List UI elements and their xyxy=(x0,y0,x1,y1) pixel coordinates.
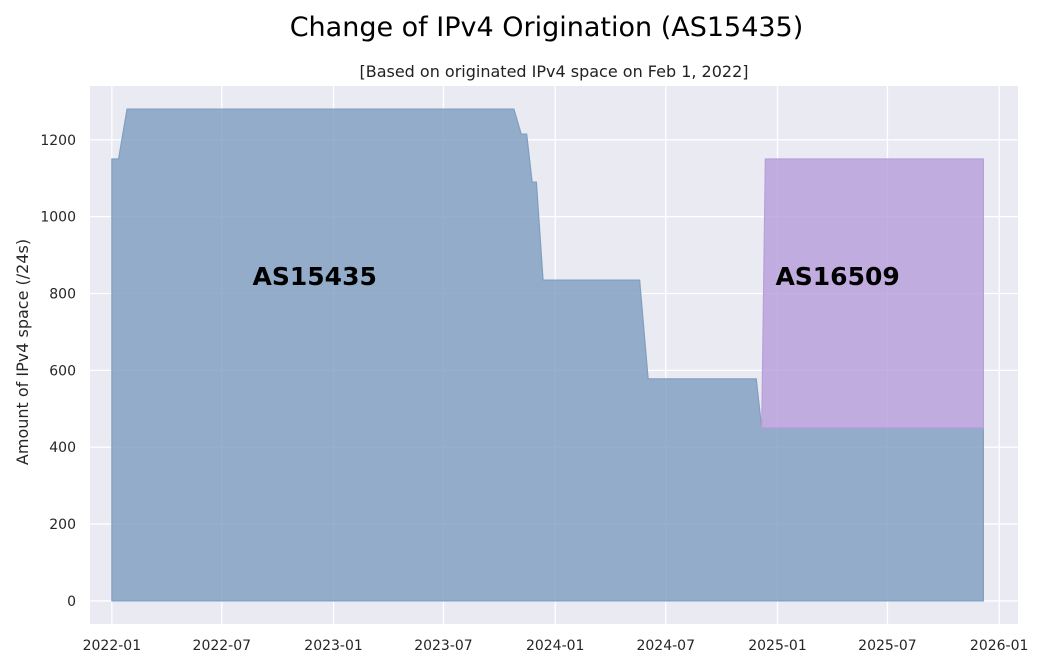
annotation-label: AS15435 xyxy=(253,262,377,291)
x-tick-label: 2023-01 xyxy=(304,638,363,654)
x-tick-label: 2026-01 xyxy=(970,638,1029,654)
chart-subtitle: [Based on originated IPv4 space on Feb 1… xyxy=(359,62,749,81)
y-tick-label: 200 xyxy=(49,517,76,533)
y-tick-label: 0 xyxy=(67,594,76,610)
chart-title: Change of IPv4 Origination (AS15435) xyxy=(289,12,804,43)
x-tick-label: 2025-07 xyxy=(858,638,917,654)
x-tick-label: 2025-01 xyxy=(748,638,807,654)
annotation-label: AS16509 xyxy=(775,262,899,291)
x-tick-label: 2023-07 xyxy=(414,638,473,654)
y-tick-label: 400 xyxy=(49,440,76,456)
y-tick-label: 600 xyxy=(49,363,76,379)
x-tick-label: 2024-07 xyxy=(636,638,695,654)
x-tick-label: 2024-01 xyxy=(526,638,585,654)
x-tick-label: 2022-07 xyxy=(193,638,252,654)
series-area-as16509 xyxy=(761,158,984,429)
x-tick-label: 2022-01 xyxy=(83,638,142,654)
y-tick-label: 1200 xyxy=(40,133,76,149)
y-axis-label: Amount of IPv4 space (/24s) xyxy=(13,239,32,465)
y-tick-label: 800 xyxy=(49,287,76,303)
y-tick-label: 1000 xyxy=(40,210,76,226)
